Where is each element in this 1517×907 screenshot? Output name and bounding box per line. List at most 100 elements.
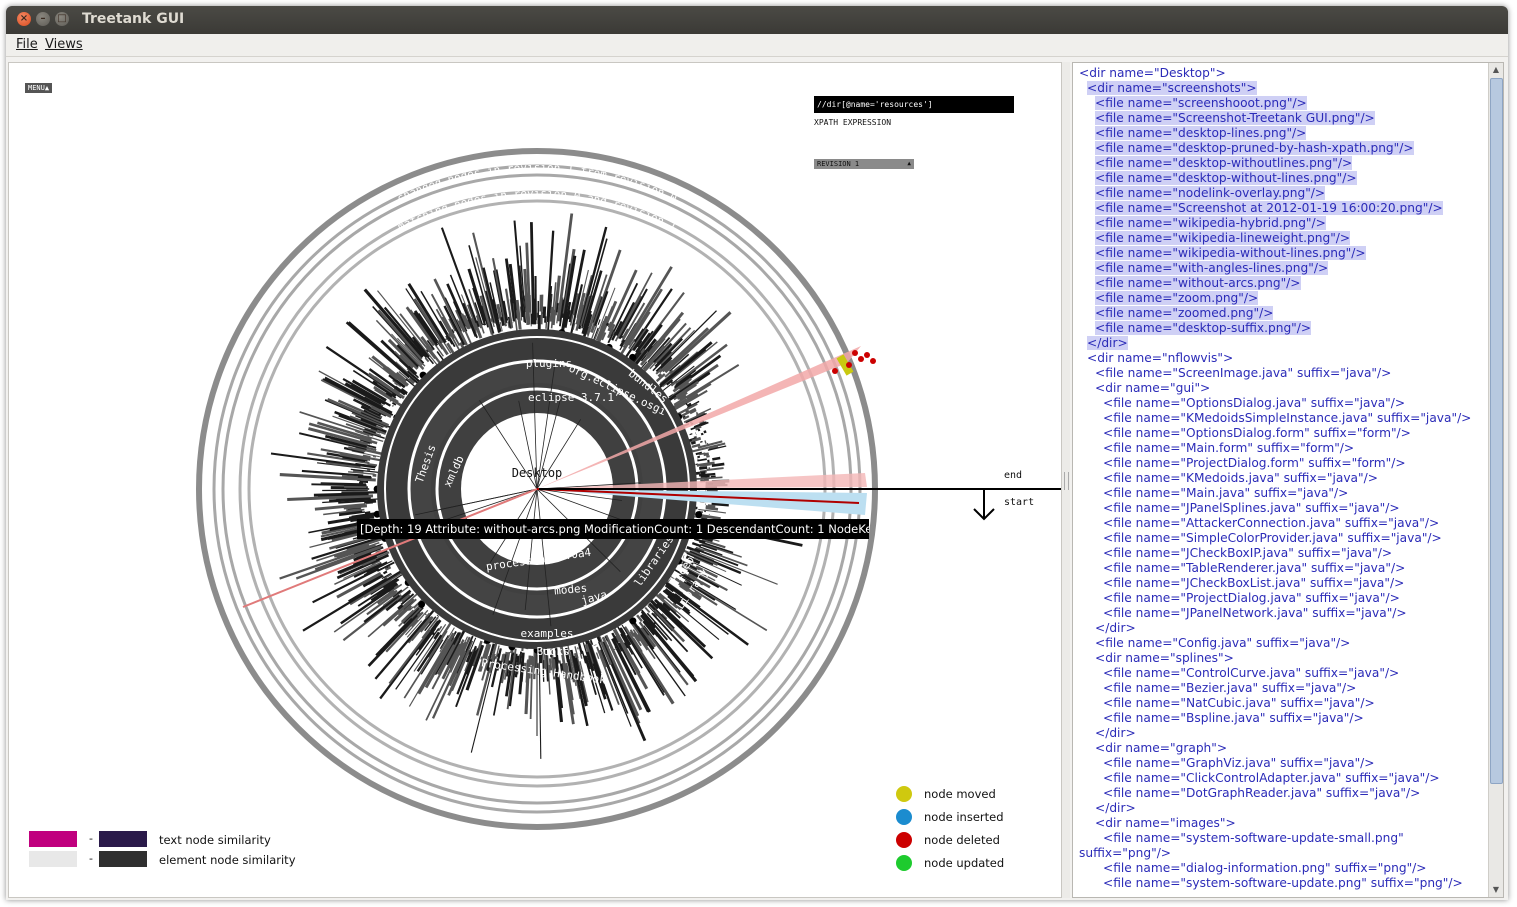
sunburst-bar [683, 549, 719, 566]
xpath-input[interactable]: //dir[@name='resources'] [814, 96, 1014, 113]
sunburst-bar [465, 644, 485, 691]
sunburst-bar [395, 628, 440, 690]
sunburst-bar [406, 620, 423, 638]
sunburst-bar [363, 288, 425, 358]
sunburst-bar [601, 332, 607, 341]
sunburst-bar [322, 498, 378, 504]
menu-file[interactable]: File [16, 37, 38, 52]
close-button[interactable]: × [17, 12, 31, 26]
sunburst-bar [391, 402, 397, 406]
sunburst-bar [558, 297, 564, 322]
xml-line: <file name="Screenshot at 2012-01-19 16:… [1073, 201, 1485, 216]
sunburst-bar [522, 662, 527, 672]
sunburst-bar [467, 268, 487, 322]
sunburst-bar [355, 414, 384, 428]
sunburst-bar [437, 625, 443, 632]
xml-line-text: <file name="with-angles-lines.png"/> [1095, 261, 1329, 275]
sunburst-bar [475, 257, 495, 328]
node-inserted-dot [896, 809, 912, 825]
sunburst-bar [489, 318, 493, 323]
menu-toggle-button[interactable]: MENU▲ [25, 83, 53, 93]
xml-line: </dir> [1073, 801, 1485, 816]
sunburst-bar [682, 415, 690, 420]
xml-text-view[interactable]: <dir name="Desktop"> <dir name="screensho… [1072, 62, 1504, 898]
sunburst-bar [345, 321, 411, 379]
sunburst-bar [695, 425, 702, 430]
sunburst-bar [307, 452, 370, 465]
sunburst-bar [396, 343, 420, 368]
sunburst-bar [662, 603, 671, 612]
sunburst-bar [554, 648, 559, 662]
sunburst-bar [439, 634, 449, 650]
sunburst-bar [499, 651, 509, 684]
sunburst-canvas[interactable]: changed nodes in revision 1 from revisio… [9, 63, 1061, 897]
sunburst-bar [635, 332, 652, 354]
sunburst-bar [675, 577, 718, 606]
sunburst-bar [579, 661, 585, 678]
sunburst-bar [472, 232, 497, 324]
sunburst-bar [344, 382, 383, 405]
xml-line: <file name="Main.java" suffix="java"/> [1073, 486, 1485, 501]
sunburst-bar [508, 653, 518, 707]
sunburst-bar [405, 609, 429, 636]
xml-line: <file name="DotGraphReader.java" suffix=… [1073, 786, 1485, 801]
xml-line: <dir name="gui"> [1073, 381, 1485, 396]
sunburst-bar [675, 380, 699, 398]
sunburst-bar [485, 643, 495, 671]
menu-views[interactable]: Views [45, 37, 83, 52]
sunburst-bar [629, 631, 635, 638]
sunburst-bar [436, 614, 440, 617]
scroll-down-icon[interactable]: ▼ [1492, 885, 1500, 894]
sunburst-bar [688, 571, 699, 579]
sunburst-bar [686, 382, 712, 400]
sunburst-bar [470, 655, 496, 753]
sunburst-bar [676, 402, 698, 416]
sunburst-bar [697, 440, 723, 449]
sunburst-bar [701, 538, 726, 549]
sunburst-bar [490, 648, 502, 688]
sunburst-bar [367, 463, 378, 467]
sunburst-bar [586, 274, 608, 335]
xml-line-text: <file name="system-software-update.png" … [1103, 876, 1463, 890]
xml-line: </dir> [1073, 726, 1485, 741]
sunburst-bar [607, 269, 638, 332]
sunburst-bar [657, 594, 690, 623]
split-pane-divider[interactable] [1062, 62, 1070, 898]
scroll-up-icon[interactable]: ▲ [1492, 65, 1500, 74]
sunburst-bar [548, 658, 553, 671]
sunburst-bar [696, 461, 715, 467]
minimize-button[interactable]: – [36, 12, 50, 26]
sunburst-bar [348, 512, 379, 520]
vertical-scrollbar[interactable]: ▲ ▼ [1488, 63, 1503, 897]
sunburst-bar [396, 595, 402, 602]
sunburst-bar [647, 605, 673, 632]
sunburst-bar [424, 612, 431, 619]
xml-line-text: <file name="desktop-lines.png"/> [1095, 126, 1307, 140]
revision-select[interactable]: REVISION 1 ▲ [814, 159, 914, 169]
sunburst-bar [708, 445, 719, 451]
sunburst-bar [600, 649, 632, 727]
sunburst-bar [333, 543, 370, 558]
sunburst-bar [678, 381, 690, 390]
title-bar: × – □ Treetank GUI [6, 6, 1508, 34]
sunburst-bar [320, 482, 367, 485]
maximize-button[interactable]: □ [55, 12, 69, 26]
scroll-thumb[interactable] [1490, 78, 1503, 784]
sunburst-bar [404, 343, 426, 367]
sunburst-bar [324, 434, 368, 448]
node-link [536, 482, 641, 490]
sunburst-bar [436, 351, 444, 361]
divider-grip-icon[interactable] [1064, 472, 1069, 490]
sunburst-bar [629, 629, 642, 647]
sunburst-bar [689, 433, 693, 436]
sunburst-bar [447, 640, 474, 696]
sunburst-bar [661, 365, 695, 392]
sunburst-bar [298, 432, 367, 450]
sunburst-bar [689, 550, 742, 575]
node-updated-dot [896, 855, 912, 871]
sunburst-bar [355, 430, 370, 437]
sunburst-bar [572, 293, 581, 316]
xml-line: <file name="Main.form" suffix="form"/> [1073, 441, 1485, 456]
sunburst-visualization[interactable]: changed nodes in revision 1 from revisio… [8, 62, 1062, 898]
sunburst-bar [456, 645, 478, 695]
